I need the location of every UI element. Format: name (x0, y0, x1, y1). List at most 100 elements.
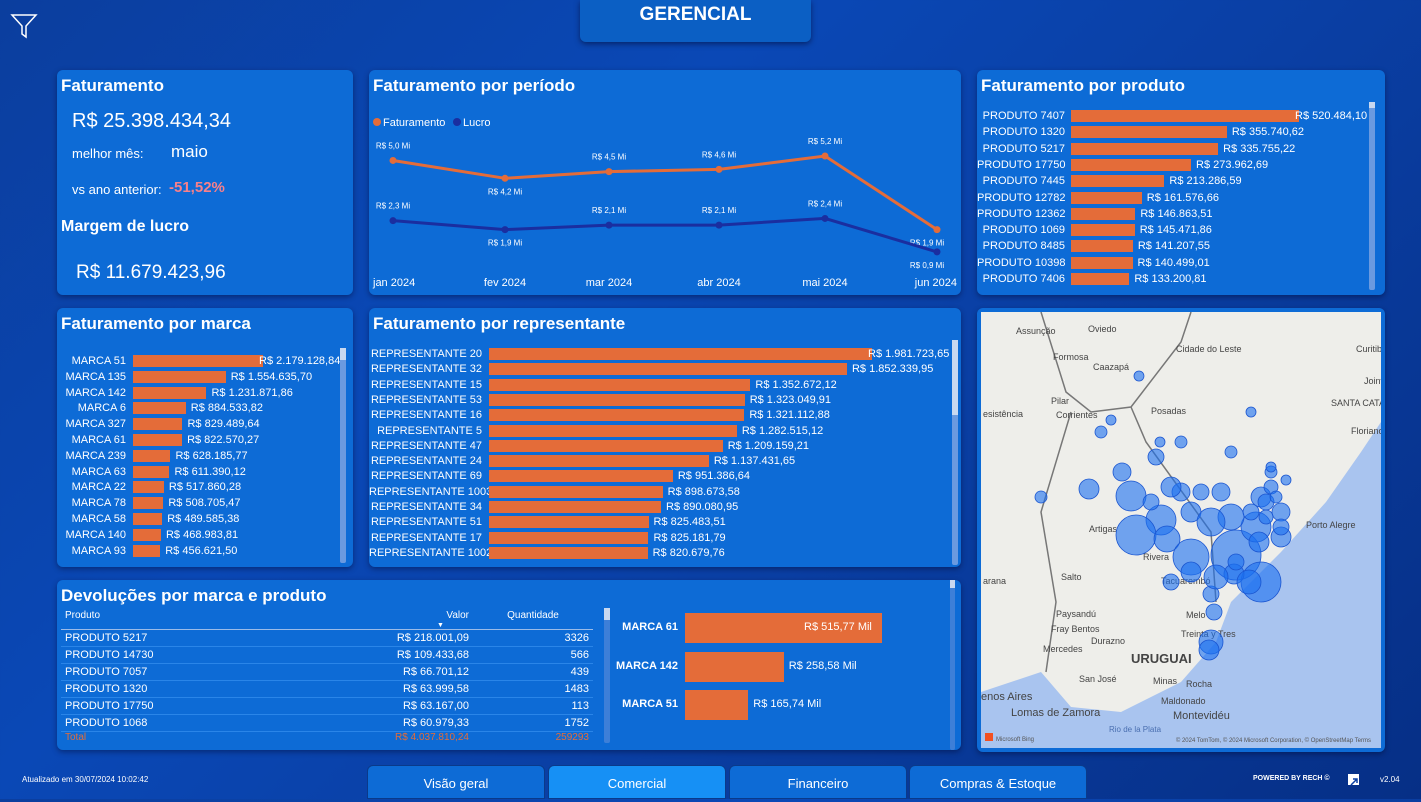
bar[interactable] (489, 516, 649, 529)
table-row[interactable]: PRODUTO 17750 R$ 63.167,00 113 (61, 697, 593, 715)
scrollbar[interactable] (604, 608, 610, 743)
legend-item[interactable]: Faturamento (373, 117, 445, 129)
bar[interactable] (133, 370, 226, 383)
bar-row[interactable]: MARCA 239 R$ 628.185,77 (57, 449, 353, 463)
map-bubble[interactable] (1154, 436, 1166, 448)
map-bubble[interactable] (1078, 478, 1100, 500)
bar-row[interactable]: REPRESENTANTE 17 R$ 825.181,79 (369, 531, 961, 545)
bar[interactable] (489, 439, 723, 452)
bar-row[interactable]: PRODUTO 7445 R$ 213.286,59 (977, 174, 1385, 188)
tab-visao-geral[interactable]: Visão geral (367, 765, 545, 799)
bar-row[interactable]: MARCA 51 R$ 165,74 Mil (57, 689, 961, 720)
bar[interactable] (1071, 256, 1133, 269)
map-bubble[interactable] (1280, 474, 1292, 486)
map-bubble[interactable] (1198, 639, 1220, 661)
bar[interactable] (489, 485, 663, 498)
bar[interactable] (1071, 142, 1219, 155)
bar-row[interactable]: MARCA 78 R$ 508.705,47 (57, 496, 353, 510)
bar-row[interactable]: PRODUTO 12362 R$ 146.863,51 (977, 207, 1385, 221)
bar-row[interactable]: PRODUTO 7407 R$ 520.484,10 (977, 109, 1385, 123)
bubble-map[interactable]: Assunção Oviedo Cidade do Leste Curitiba For… (981, 312, 1381, 748)
bar[interactable] (133, 418, 183, 431)
bar[interactable] (1071, 224, 1135, 237)
bar-row[interactable]: MARCA 93 R$ 456.621,50 (57, 544, 353, 558)
map-bubble[interactable] (1272, 518, 1290, 536)
funnel-icon[interactable] (10, 12, 38, 45)
bar[interactable] (133, 528, 161, 541)
scrollbar[interactable] (1369, 102, 1375, 290)
bar[interactable] (1071, 158, 1191, 171)
map-bubble[interactable] (1153, 525, 1181, 553)
bar-row[interactable]: REPRESENTANTE 5 R$ 1.282.515,12 (369, 424, 961, 438)
bar[interactable] (489, 363, 847, 376)
tab-financeiro[interactable]: Financeiro (729, 765, 907, 799)
bar-row[interactable]: MARCA 142 R$ 1.231.871,86 (57, 386, 353, 400)
bar[interactable] (133, 386, 207, 399)
bar-row[interactable]: PRODUTO 5217 R$ 335.755,22 (977, 142, 1385, 156)
bar[interactable] (133, 355, 263, 367)
bar-row[interactable]: MARCA 63 R$ 611.390,12 (57, 465, 353, 479)
bar[interactable] (489, 424, 737, 437)
bar[interactable] (489, 455, 709, 468)
bar-row[interactable]: PRODUTO 12782 R$ 161.576,66 (977, 191, 1385, 205)
map-bubble[interactable] (1258, 509, 1274, 525)
map-bubble[interactable] (1174, 435, 1188, 449)
bar[interactable] (685, 613, 882, 643)
table-row[interactable]: PRODUTO 5217 R$ 218.001,09 3326 (61, 629, 593, 647)
bar-row[interactable]: MARCA 22 R$ 517.860,28 (57, 480, 353, 494)
bar[interactable] (685, 651, 784, 682)
tab-compras-estoque[interactable]: Compras & Estoque (909, 765, 1087, 799)
bar-row[interactable]: MARCA 142 R$ 258,58 Mil (57, 651, 961, 682)
bar-row[interactable]: REPRESENTANTE 69 R$ 951.386,64 (369, 469, 961, 483)
table-row[interactable]: PRODUTO 1068 R$ 60.979,33 1752 (61, 714, 593, 732)
bar[interactable] (133, 449, 171, 462)
bar-row[interactable]: MARCA 6 R$ 884.533,82 (57, 401, 353, 415)
map-bubble[interactable] (1248, 531, 1270, 553)
bar-row[interactable]: MARCA 51 R$ 2.179.128,84 (57, 354, 353, 368)
sort-desc-icon[interactable]: ▼ (437, 622, 444, 629)
bar-row[interactable]: MARCA 327 R$ 829.489,64 (57, 417, 353, 431)
bar-row[interactable]: PRODUTO 1069 R$ 145.471,86 (977, 223, 1385, 237)
map-bubble[interactable] (1205, 603, 1223, 621)
scrollbar[interactable] (952, 340, 958, 565)
column-header[interactable]: Valor ▼ (293, 608, 473, 630)
map-bubble[interactable] (1160, 476, 1182, 498)
bar-row[interactable]: REPRESENTANTE 24 R$ 1.137.431,65 (369, 454, 961, 468)
bar[interactable] (489, 501, 662, 513)
bar-row[interactable]: MARCA 58 R$ 489.585,38 (57, 512, 353, 526)
map-bubble[interactable] (1142, 493, 1160, 511)
map-bubble[interactable] (1203, 564, 1229, 590)
bar-row[interactable]: REPRESENTANTE 32 R$ 1.852.339,95 (369, 362, 961, 376)
bar[interactable] (133, 544, 161, 557)
bar[interactable] (133, 465, 170, 478)
tab-comercial[interactable]: Comercial (548, 765, 726, 799)
bar[interactable] (133, 497, 164, 510)
bar-row[interactable]: PRODUTO 17750 R$ 273.962,69 (977, 158, 1385, 172)
bar-row[interactable]: REPRESENTANTE 16 R$ 1.321.112,88 (369, 408, 961, 422)
map-bubble[interactable] (1271, 502, 1291, 522)
map-bubble[interactable] (1269, 490, 1283, 504)
bar-row[interactable]: REPRESENTANTE 47 R$ 1.209.159,21 (369, 439, 961, 453)
bar[interactable] (1071, 110, 1299, 122)
legend-item[interactable]: Lucro (453, 117, 491, 129)
bar[interactable] (489, 470, 673, 483)
bar[interactable] (1071, 273, 1130, 285)
bar-row[interactable]: PRODUTO 7406 R$ 133.200,81 (977, 272, 1385, 286)
map-bubble[interactable] (1034, 490, 1048, 504)
bar[interactable] (685, 690, 749, 720)
bar[interactable] (1071, 126, 1227, 139)
map-bubble[interactable] (1162, 573, 1180, 591)
map-bubble[interactable] (1211, 482, 1231, 502)
map-bubble[interactable] (1115, 514, 1157, 556)
bar-row[interactable]: REPRESENTANTE 1003 R$ 898.673,58 (369, 485, 961, 499)
map-bubble[interactable] (1180, 561, 1202, 583)
bar-row[interactable]: MARCA 61 R$ 822.570,27 (57, 433, 353, 447)
map-bubble[interactable] (1227, 553, 1245, 571)
bar-row[interactable]: MARCA 61 R$ 515,77 Mil (57, 612, 961, 643)
bar[interactable] (1071, 191, 1142, 204)
bar[interactable] (1071, 175, 1165, 188)
bar[interactable] (489, 409, 745, 422)
external-link-icon[interactable] (1348, 774, 1359, 786)
bar[interactable] (133, 402, 186, 415)
column-header[interactable]: Quantidade (473, 608, 593, 630)
